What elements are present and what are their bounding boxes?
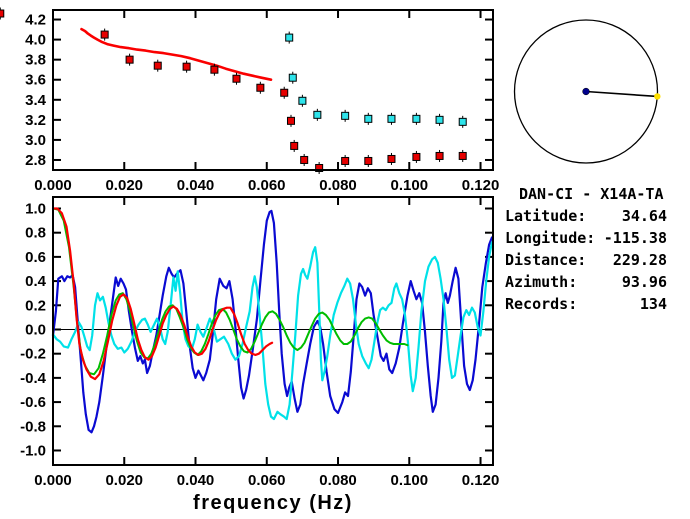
compass-ring <box>513 19 659 164</box>
y-tick-label: 4.0 <box>25 32 46 49</box>
station-info-panel: DAN-CI - X14A-TA Latitude: 34.64 Longitu… <box>505 183 667 315</box>
station-field-latitude: Latitude: 34.64 <box>505 205 667 227</box>
picks-upper-point[interactable] <box>458 117 467 126</box>
y-tick-label: -0.8 <box>20 418 46 435</box>
station-pair-title: DAN-CI - X14A-TA <box>519 185 664 203</box>
correlation-frame[interactable] <box>52 196 494 466</box>
y-tick-label: 3.2 <box>25 112 46 129</box>
picks-upper-point[interactable] <box>313 110 322 119</box>
source-station-dot <box>582 87 590 96</box>
x-tick-label: 0.100 <box>391 472 429 489</box>
x-axis-title: frequency (Hz) <box>193 492 353 514</box>
x-tick-label: 0.060 <box>248 472 286 489</box>
target-station-dot <box>654 93 661 100</box>
dispersion-plot: 0.000 0.020 0.040 0.060 0.080 0.100 0.120 4.2 4.… <box>0 7 500 194</box>
field-label: Distance: <box>505 251 587 269</box>
picks-lower-point[interactable] <box>210 65 219 74</box>
station-field-longitude: Longitude: -115.38 <box>505 227 667 249</box>
y-tick-label: 3.8 <box>25 52 46 69</box>
correlation-plot: 0.000 0.020 0.040 0.060 0.080 0.100 0.120 1.0 0.… <box>20 196 500 514</box>
picks-upper-point[interactable] <box>288 73 297 82</box>
x-tick-label: 0.100 <box>391 177 429 194</box>
y-tick-label: 1.0 <box>25 200 46 217</box>
station-field-azimuth: Azimuth: 93.96 <box>505 271 667 293</box>
field-value: 229.28 <box>612 251 667 269</box>
picks-lower-point[interactable] <box>232 74 241 83</box>
picks-lower-point[interactable] <box>412 152 421 161</box>
picks-lower-point[interactable] <box>100 30 109 39</box>
picks-lower-point[interactable] <box>256 83 265 92</box>
azimuth-line <box>585 90 658 98</box>
y-tick-label: -1.0 <box>20 442 46 459</box>
x-tick-label: 0.080 <box>319 177 357 194</box>
x-tick-label: 0.020 <box>105 472 143 489</box>
picks-lower-point[interactable] <box>315 163 324 172</box>
station-field-records: Records: 134 <box>505 293 667 315</box>
x-tick-label: 0.040 <box>177 472 215 489</box>
y-tick-label: -0.4 <box>20 370 47 387</box>
field-label: Azimuth: <box>505 273 578 291</box>
picks-lower-point[interactable] <box>458 151 467 160</box>
y-tick-label: 3.4 <box>25 92 47 109</box>
waveform-green <box>52 207 409 376</box>
x-tick-label: 0.120 <box>462 177 500 194</box>
dispersion-frame[interactable] <box>52 9 494 171</box>
picks-lower-point[interactable] <box>387 154 396 163</box>
x-tick-label: 0.040 <box>177 177 215 194</box>
picks-lower-point[interactable] <box>182 62 191 71</box>
x-tick-label: 0.000 <box>34 472 72 489</box>
x-tick-label: 0.080 <box>319 472 357 489</box>
x-tick-label: 0.120 <box>462 472 500 489</box>
picks-upper-point[interactable] <box>387 114 396 123</box>
y-tick-label: -0.6 <box>20 394 46 411</box>
picks-upper-point[interactable] <box>435 115 444 124</box>
picks-lower-point[interactable] <box>153 61 162 70</box>
y-tick-label: 0.0 <box>25 321 46 338</box>
field-value: 93.96 <box>621 273 667 291</box>
waveform-blue <box>51 209 493 434</box>
field-value: 134 <box>639 295 667 313</box>
reference-curve <box>80 27 273 81</box>
field-value: 34.64 <box>621 207 667 225</box>
picks-upper-point[interactable] <box>341 111 350 120</box>
x-tick-label: 0.000 <box>34 177 72 194</box>
y-tick-label: 3.0 <box>25 132 46 149</box>
y-tick-label: 2.8 <box>25 152 46 169</box>
picks-lower-point[interactable] <box>280 88 289 97</box>
y-tick-label: 3.6 <box>25 72 46 89</box>
y-tick-label: 0.4 <box>25 273 47 290</box>
y-tick-label: -0.2 <box>20 346 46 363</box>
picks-lower-point[interactable] <box>290 141 299 150</box>
x-tick-label: 0.020 <box>105 177 143 194</box>
y-tick-label: 0.8 <box>25 225 46 242</box>
y-tick-label: 0.6 <box>25 249 46 266</box>
picks-lower-point[interactable] <box>286 116 295 125</box>
field-label: Longitude: <box>505 229 596 247</box>
y-tick-label: 0.2 <box>25 297 46 314</box>
picks-lower-point[interactable] <box>364 156 373 165</box>
azimuth-compass <box>513 19 661 164</box>
station-field-distance: Distance: 229.28 <box>505 249 667 271</box>
picks-lower-point[interactable] <box>125 55 134 64</box>
picks-upper-point[interactable] <box>412 114 421 123</box>
field-value: -115.38 <box>603 229 667 247</box>
waveform-red <box>51 207 274 381</box>
picks-upper-point[interactable] <box>364 114 373 123</box>
picks-lower-point[interactable] <box>0 9 5 18</box>
field-label: Latitude: <box>505 207 587 225</box>
picks-upper-point[interactable] <box>285 33 294 42</box>
waveform-cyan <box>51 241 493 421</box>
picks-lower-point[interactable] <box>435 151 444 160</box>
x-tick-label: 0.060 <box>248 177 286 194</box>
y-tick-label: 4.2 <box>25 12 46 29</box>
picks-lower-point[interactable] <box>341 156 350 165</box>
field-label: Records: <box>505 295 578 313</box>
picks-lower-point[interactable] <box>300 155 309 164</box>
picks-upper-point[interactable] <box>298 96 307 105</box>
